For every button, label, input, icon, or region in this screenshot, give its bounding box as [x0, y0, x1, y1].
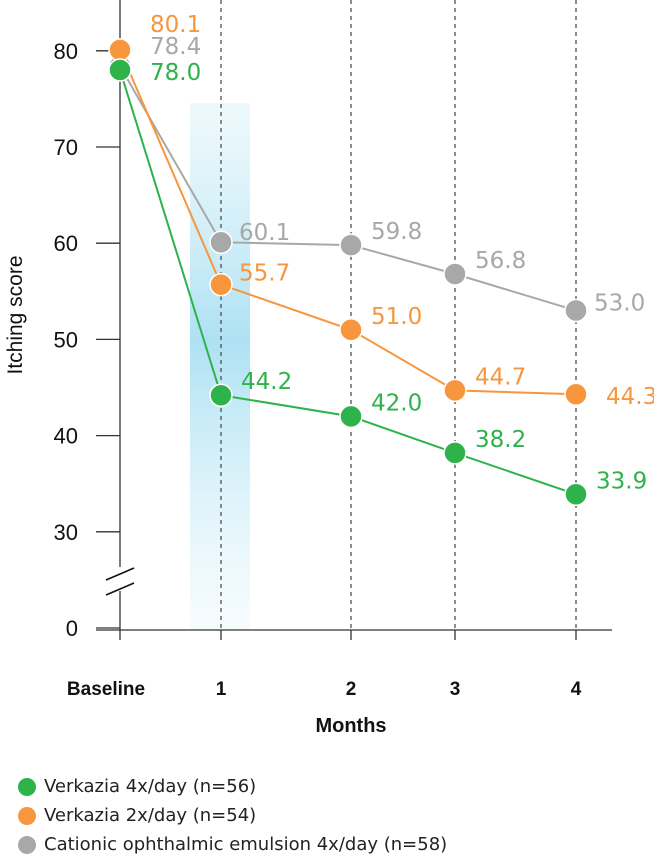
axis-break-mark-1 — [105, 567, 135, 581]
y-axis-title: Itching score — [4, 255, 27, 374]
data-label: 55.7 — [239, 261, 290, 287]
data-label: 51.0 — [371, 304, 422, 330]
x-tick-label: 3 — [450, 679, 461, 700]
x-tick-label: 2 — [346, 679, 357, 700]
data-point — [443, 441, 467, 465]
data-label: 56.8 — [475, 248, 526, 274]
data-point — [209, 230, 233, 254]
data-point — [339, 233, 363, 257]
data-label: 78.4 — [150, 34, 201, 60]
data-label: 33.9 — [596, 468, 647, 494]
axis-break-mark-2 — [105, 582, 135, 596]
legend-item: Verkazia 4x/day (n=56) — [18, 772, 447, 801]
y-tick-label: 70 — [54, 135, 78, 160]
data-label: 80.1 — [150, 12, 201, 38]
x-tick-label: Baseline — [67, 679, 145, 700]
data-point — [209, 383, 233, 407]
data-point — [564, 482, 588, 507]
data-label: 78.0 — [150, 60, 201, 86]
data-label: 38.2 — [475, 427, 526, 453]
y-tick-label: 30 — [54, 520, 78, 545]
data-point — [339, 404, 363, 429]
data-label: 53.0 — [594, 291, 645, 317]
data-point — [108, 38, 132, 62]
y-tick-label: 40 — [54, 424, 78, 449]
data-point — [564, 382, 588, 406]
highlight-band-month-1 — [190, 103, 250, 630]
legend-swatch — [18, 777, 36, 796]
x-tick-label: 1 — [216, 679, 227, 700]
data-point — [564, 298, 588, 323]
data-point — [209, 272, 233, 297]
data-point — [443, 262, 467, 286]
data-label: 44.3 — [606, 384, 654, 410]
data-label: 59.8 — [371, 219, 422, 245]
y-tick-label: 50 — [54, 327, 78, 352]
legend-item: Verkazia 2x/day (n=54) — [18, 801, 447, 830]
data-label: 42.0 — [371, 390, 422, 416]
legend: Verkazia 4x/day (n=56) Verkazia 2x/day (n… — [18, 772, 447, 859]
y-tick-label: 0 — [66, 616, 78, 641]
legend-swatch — [18, 806, 36, 825]
data-label: 60.1 — [239, 220, 290, 246]
line-chart: 0 30 40 50 60 70 80 Baseline 1 2 3 4 78.4 60.1 59.8 5… — [4, 0, 654, 737]
data-label: 44.2 — [241, 369, 292, 395]
y-tick-label: 60 — [54, 231, 78, 256]
x-axis-title: Months — [315, 715, 386, 737]
legend-swatch — [18, 835, 36, 854]
data-point — [443, 378, 467, 403]
legend-item: Cationic ophthalmic emulsion 4x/day (n=5… — [18, 830, 447, 859]
legend-label: Verkazia 4x/day (n=56) — [44, 776, 257, 797]
legend-label: Cationic ophthalmic emulsion 4x/day (n=5… — [44, 834, 448, 855]
x-tick-label: 4 — [571, 679, 582, 700]
data-point — [339, 318, 363, 342]
series-line-1 — [119, 49, 577, 396]
y-tick-label: 80 — [54, 39, 78, 64]
data-label: 44.7 — [475, 364, 526, 390]
legend-label: Verkazia 2x/day (n=54) — [44, 805, 257, 826]
data-point — [108, 58, 132, 82]
